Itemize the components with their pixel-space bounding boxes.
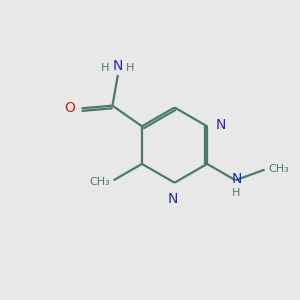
Text: H: H: [126, 63, 134, 73]
Text: N: N: [168, 192, 178, 206]
Text: CH₃: CH₃: [90, 177, 110, 187]
Text: O: O: [65, 101, 76, 115]
Text: N: N: [231, 172, 242, 186]
Text: N: N: [113, 59, 123, 74]
Text: CH₃: CH₃: [268, 164, 289, 174]
Text: H: H: [101, 63, 110, 73]
Text: H: H: [232, 188, 241, 198]
Text: N: N: [215, 118, 226, 132]
